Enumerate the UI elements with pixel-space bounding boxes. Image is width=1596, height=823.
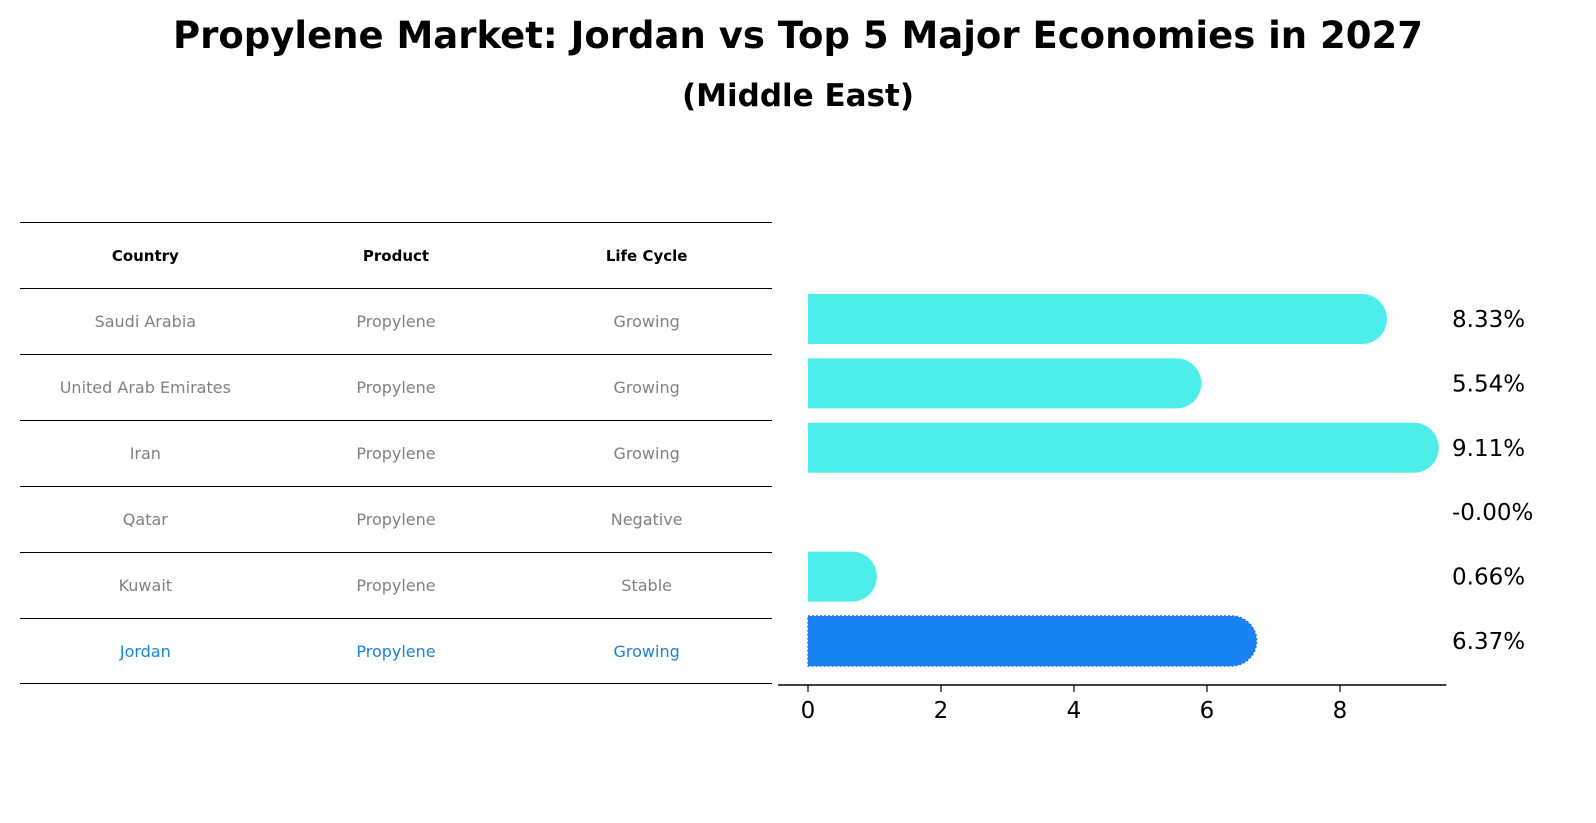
life-cycle-cell: Negative — [610, 510, 683, 529]
country-cell: Qatar — [122, 510, 168, 529]
product-cell: Propylene — [356, 641, 436, 661]
value-label: -0.00% — [1452, 500, 1533, 526]
value-label: 5.54% — [1452, 371, 1525, 397]
value-label: 9.11% — [1452, 436, 1525, 462]
x-tick-label: 8 — [1333, 698, 1348, 724]
country-cell: Kuwait — [118, 576, 173, 595]
bar-iran — [808, 422, 1439, 473]
country-cell: United Arab Emirates — [59, 378, 231, 397]
table-row: United Arab Emirates Propylene Growing — [20, 354, 772, 420]
table-row-highlighted: Jordan Propylene Growing — [20, 618, 772, 684]
bar-saudi-arabia — [808, 294, 1387, 344]
product-cell: Propylene — [356, 378, 436, 397]
table-row: Saudi Arabia Propylene Growing — [20, 288, 772, 354]
x-tick-label: 2 — [934, 698, 949, 724]
country-cell: Saudi Arabia — [94, 312, 197, 331]
country-cell: Iran — [129, 444, 161, 463]
value-label: 0.66% — [1452, 565, 1525, 591]
value-label: 6.37% — [1452, 629, 1525, 655]
table-row: Kuwait Propylene Stable — [20, 552, 772, 618]
column-header-life-cycle: Life Cycle — [605, 246, 688, 265]
x-tick-label: 6 — [1200, 698, 1215, 724]
life-cycle-cell: Growing — [613, 378, 680, 397]
bar-jordan — [807, 615, 1258, 667]
table-header-row: Country Product Life Cycle — [20, 222, 772, 288]
column-header-country: Country — [111, 246, 179, 265]
product-cell: Propylene — [356, 312, 436, 331]
product-cell: Propylene — [356, 444, 436, 463]
product-cell: Propylene — [356, 510, 436, 529]
table-row: Iran Propylene Growing — [20, 420, 772, 486]
bar-chart: 8.33% 5.54% 9.11% -0.00% 0.66% 6.37% 0 2 4 6 8 — [778, 294, 1533, 724]
country-cell: Jordan — [119, 641, 171, 661]
x-tick-label: 0 — [801, 698, 816, 724]
chart-title: Propylene Market: Jordan vs Top 5 Major … — [173, 14, 1423, 57]
bar-united-arab-emirates — [808, 358, 1202, 409]
column-header-product: Product — [362, 246, 430, 265]
bar-kuwait — [808, 551, 877, 602]
life-cycle-cell: Growing — [613, 641, 680, 661]
chart-subtitle: (Middle East) — [681, 78, 914, 114]
product-cell: Propylene — [356, 576, 436, 595]
life-cycle-cell: Growing — [613, 312, 680, 331]
value-label: 8.33% — [1452, 307, 1525, 333]
data-table: Country Product Life Cycle Saudi Arabia … — [20, 222, 772, 684]
life-cycle-cell: Growing — [613, 444, 680, 463]
table-row: Qatar Propylene Negative — [20, 486, 772, 552]
life-cycle-cell: Stable — [621, 576, 672, 595]
x-tick-label: 4 — [1067, 698, 1082, 724]
